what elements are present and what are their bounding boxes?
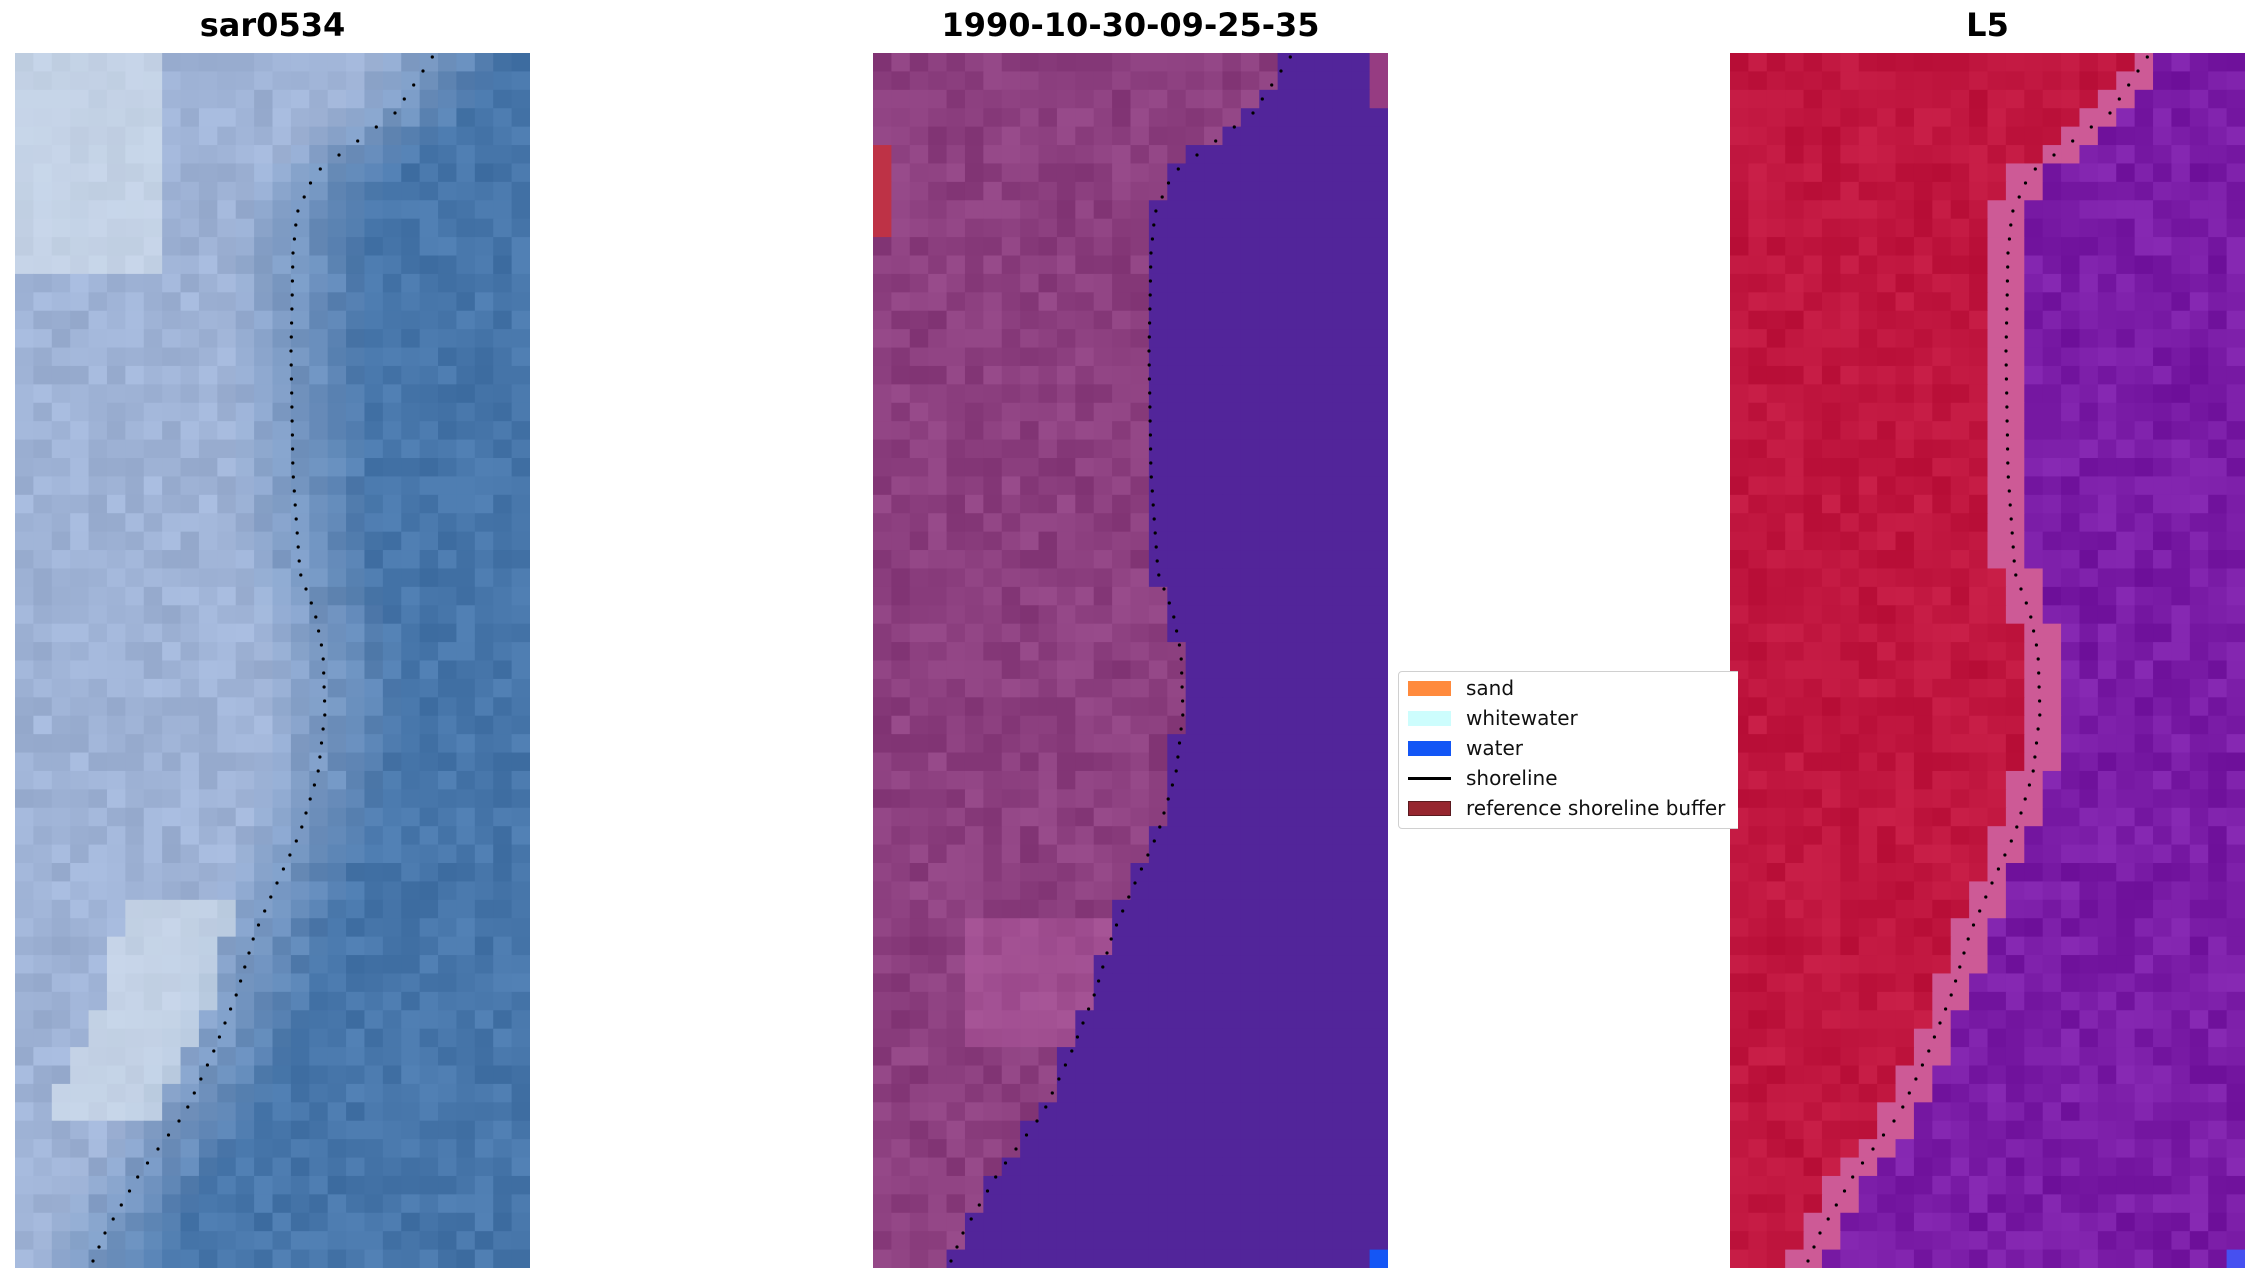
index-image-panel[interactable] xyxy=(1730,53,2245,1268)
panel-title-date: 1990-10-30-09-25-35 xyxy=(941,6,1320,44)
legend-clip: sand whitewater water shoreline referenc… xyxy=(1398,660,1738,840)
legend-label-reference-buffer: reference shoreline buffer xyxy=(1466,796,1726,820)
shoreline-dots xyxy=(91,55,434,1263)
shoreline-line-icon xyxy=(1408,776,1451,780)
classified-image-panel[interactable] xyxy=(873,53,1388,1268)
legend-label-sand: sand xyxy=(1466,676,1515,700)
rgb-image xyxy=(15,53,530,1268)
water-swatch xyxy=(1408,740,1451,756)
panel-title-rgb: sar0534 xyxy=(199,6,346,44)
sand-swatch xyxy=(1408,680,1451,696)
legend-label-whitewater: whitewater xyxy=(1466,706,1578,730)
legend-label-shoreline: shoreline xyxy=(1466,766,1558,790)
shoreline-dots xyxy=(1806,55,2149,1263)
index-image xyxy=(1730,53,2245,1268)
whitewater-swatch xyxy=(1408,710,1451,726)
legend-item-whitewater: whitewater xyxy=(1399,706,1578,730)
rgb-image-panel[interactable] xyxy=(15,53,530,1268)
legend-item-sand: sand xyxy=(1399,676,1514,700)
legend-item-reference-buffer: reference shoreline buffer xyxy=(1399,796,1725,820)
shoreline-dots xyxy=(949,55,1292,1263)
panel-title-index: L5 xyxy=(1966,6,2009,44)
legend-item-shoreline: shoreline xyxy=(1399,766,1558,790)
legend-label-water: water xyxy=(1466,736,1523,760)
legend: sand whitewater water shoreline referenc… xyxy=(1398,671,1738,829)
legend-item-water: water xyxy=(1399,736,1523,760)
classified-image xyxy=(873,53,1388,1268)
reference-buffer-swatch xyxy=(1408,800,1451,816)
